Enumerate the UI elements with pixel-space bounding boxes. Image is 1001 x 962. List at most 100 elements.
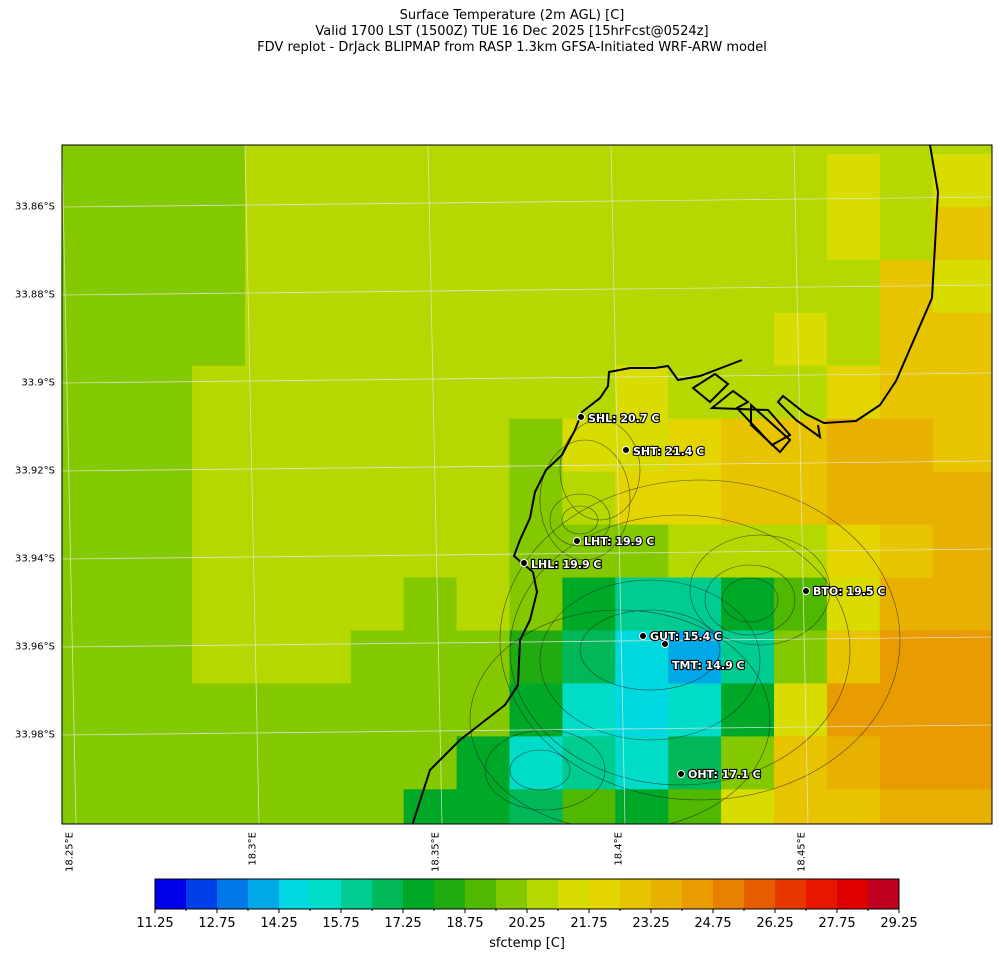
grid-cell: [245, 471, 299, 526]
lon-tick-label: 18.3°E: [247, 832, 259, 866]
grid-cell: [192, 153, 246, 208]
grid-cell: [456, 471, 511, 526]
grid-cell: [403, 312, 458, 367]
grid-cell: [403, 577, 458, 632]
grid-cell: [668, 206, 722, 261]
grid-cell: [245, 312, 299, 367]
colorbar-segment: [279, 879, 311, 909]
station-dot-shl: [577, 413, 585, 421]
grid-cell: [985, 577, 992, 632]
grid-cell: [562, 736, 616, 790]
grid-cell: [403, 683, 458, 737]
grid-cell: [350, 630, 405, 685]
grid-cell: [245, 736, 299, 790]
colorbar-segment: [744, 879, 776, 909]
grid-cell: [615, 365, 669, 420]
grid-cell: [932, 259, 987, 314]
grid-cell: [139, 524, 193, 579]
grid-cell: [139, 259, 193, 314]
grid-cell: [668, 789, 722, 824]
grid-cell: [879, 683, 934, 737]
grid-cell: [456, 736, 511, 790]
grid-cell: [86, 153, 140, 208]
grid-cell: [932, 471, 987, 526]
lat-tick-label: 33.96°S: [15, 641, 55, 653]
terrain-contours: [469, 419, 901, 824]
grid-cell: [456, 789, 511, 824]
station-dot-tmt: [661, 640, 669, 648]
colorbar-tick-label: 23.25: [632, 916, 670, 931]
grid-cell: [721, 153, 775, 208]
colorbar-tick-label: 11.25: [136, 916, 174, 931]
colorbar-segment: [465, 879, 497, 909]
colorbar-tick-label: 14.25: [260, 916, 298, 931]
grid-cell: [826, 418, 881, 473]
grid-cell: [562, 206, 616, 261]
grid-cell: [826, 736, 881, 790]
grid-cell: [932, 206, 987, 261]
grid-cell: [509, 736, 563, 790]
colorbar-segment: [310, 879, 342, 909]
grid-cell: [139, 153, 193, 208]
colorbar-tick-label: 15.75: [322, 916, 360, 931]
grid-cell: [668, 736, 722, 790]
grid-cell: [826, 524, 881, 579]
grid-cell: [985, 418, 992, 473]
grid-cell: [139, 630, 193, 685]
grid-cell: [245, 789, 299, 824]
grid-cell: [562, 312, 616, 367]
grid-cell: [932, 418, 987, 473]
colorbar-segment: [434, 879, 466, 909]
grid-cell: [774, 206, 828, 261]
grid-cell: [245, 630, 299, 685]
grid-cell: [932, 365, 987, 420]
grid-cell: [721, 206, 775, 261]
grid-cell: [297, 418, 352, 473]
grid-cell: [350, 365, 405, 420]
grid-cell: [86, 145, 140, 155]
grid-cell: [245, 153, 299, 208]
colorbar-segment: [372, 879, 404, 909]
grid-cell: [297, 524, 352, 579]
grid-cell: [562, 577, 616, 632]
grid-cell: [932, 789, 987, 824]
parallel-line: [62, 636, 992, 648]
map-frame: [61, 144, 993, 825]
grid-cell: [245, 577, 299, 632]
grid-cell: [192, 789, 246, 824]
grid-cell: [932, 683, 987, 737]
grid-cell: [509, 259, 563, 314]
grid-cell: [139, 789, 193, 824]
grid-cell: [86, 418, 140, 473]
grid-cell: [192, 312, 246, 367]
grid-cell: [879, 153, 934, 208]
lat-tick-label: 33.9°S: [21, 377, 55, 389]
grid-cell: [985, 312, 992, 367]
grid-cell: [297, 736, 352, 790]
grid-cell: [192, 524, 246, 579]
grid-cell: [774, 365, 828, 420]
grid-cell: [456, 153, 511, 208]
grid-cell: [403, 736, 458, 790]
grid-cell: [562, 259, 616, 314]
grid-cell: [721, 365, 775, 420]
colorbar-segment: [186, 879, 218, 909]
grid-cell: [403, 153, 458, 208]
grid-cell: [615, 206, 669, 261]
grid-cell: [985, 789, 992, 824]
grid-cell: [139, 683, 193, 737]
grid-cell: [879, 206, 934, 261]
colorbar-tick-label: 24.75: [694, 916, 732, 931]
grid-cell: [192, 683, 246, 737]
grid-cell: [297, 471, 352, 526]
colorbar-tick-label: 12.75: [198, 916, 236, 931]
grid-cell: [86, 630, 140, 685]
grid-cell: [62, 259, 87, 314]
grid-cell: [932, 630, 987, 685]
grid-cell: [456, 365, 511, 420]
grid-cell: [456, 206, 511, 261]
title-line-2: Valid 1700 LST (1500Z) TUE 16 Dec 2025 […: [315, 24, 709, 39]
colorbar-segment: [713, 879, 745, 909]
meridian-line: [793, 145, 809, 824]
grid-cell: [668, 683, 722, 737]
